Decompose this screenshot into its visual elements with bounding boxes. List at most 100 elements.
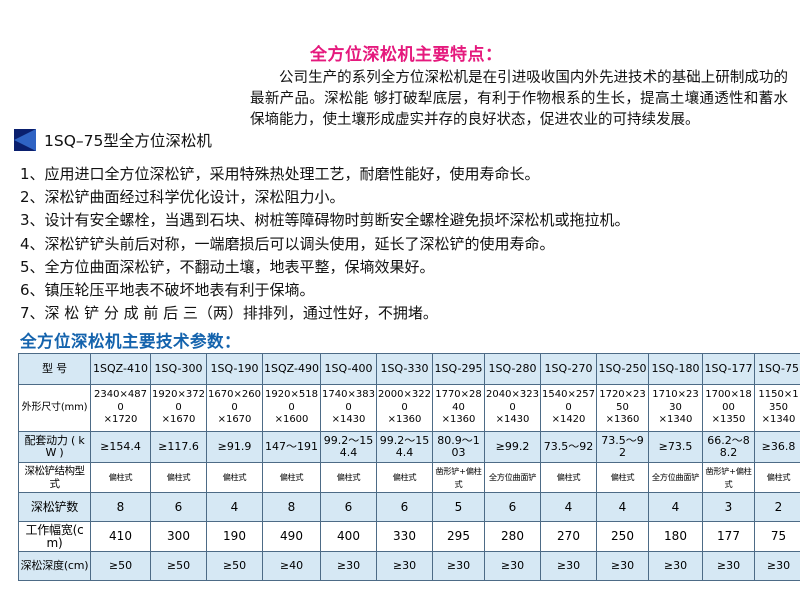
row-label-working-width: 工作幅宽(cm)	[18, 521, 91, 552]
table-row-structure: 深松铲结构型式 偏柱式 偏柱式 偏柱式 偏柱式 偏柱式 偏柱式 凿形铲+偏柱式 …	[18, 462, 800, 493]
table-cell: 1SQZ-490	[262, 353, 321, 385]
table-cell: ≥40	[262, 551, 321, 581]
table-cell: 410	[90, 521, 151, 552]
table-cell: ≥30	[376, 551, 433, 581]
table-cell: 180	[648, 521, 703, 552]
table-cell: 270	[540, 521, 597, 552]
table-cell: 1SQ-177	[702, 353, 755, 385]
feature-list: 1、应用进口全方位深松铲，采用特殊热处理工艺，耐磨性能好，使用寿命长。 2、深松…	[20, 163, 790, 325]
blue-triangle-logo-icon	[14, 129, 36, 151]
table-cell: 1SQ-300	[150, 353, 207, 385]
features-heading: 全方位深松机主要特点：	[310, 45, 503, 65]
table-cell: ≥30	[648, 551, 703, 581]
feature-item: 1、应用进口全方位深松铲，采用特殊热处理工艺，耐磨性能好，使用寿命长。	[20, 165, 540, 183]
table-cell: 2	[754, 492, 800, 522]
table-cell: ≥91.9	[206, 431, 263, 463]
table-cell: 2340×4870 ×1720	[90, 384, 151, 432]
table-cell: 80.9～103	[432, 431, 485, 463]
table-cell: 177	[702, 521, 755, 552]
table-cell: ≥73.5	[648, 431, 703, 463]
table-cell: 偏柱式	[540, 462, 597, 493]
table-cell: ≥30	[702, 551, 755, 581]
table-row-dimensions: 外形尺寸(mm) 2340×4870 ×1720 1920×3720 ×1670 1…	[18, 384, 800, 432]
feature-item: 7、深 松 铲 分 成 前 后 三（两）排排列，通过性好，不拥堵。	[20, 304, 438, 323]
table-cell: 1SQ-180	[648, 353, 703, 385]
table-cell: 偏柱式	[596, 462, 649, 493]
table-cell: ≥50	[90, 551, 151, 581]
table-cell: 1740×3830 ×1430	[320, 384, 377, 432]
table-cell: ≥30	[596, 551, 649, 581]
table-row-shovel-count: 深松铲数 8 6 4 8 6 6 5 6 4 4 4 3 2	[18, 492, 800, 522]
table-cell: ≥30	[754, 551, 800, 581]
table-cell: 3	[702, 492, 755, 522]
table-cell: 4	[540, 492, 597, 522]
table-cell: 300	[150, 521, 207, 552]
table-cell: 全方位曲面铲	[648, 462, 703, 493]
table-cell: ≥154.4	[90, 431, 151, 463]
table-row-power: 配套动力 ( kW ) ≥154.4 ≥117.6 ≥91.9 147～191 …	[18, 431, 800, 463]
table-cell: ≥30	[540, 551, 597, 581]
row-label-working-depth: 深松深度(cm)	[18, 551, 91, 581]
table-cell: 偏柱式	[90, 462, 151, 493]
table-cell: 1670×2600 ×1670	[206, 384, 263, 432]
feature-item: 6、镇压轮压平地表不破坏地表有利于保墒。	[20, 281, 315, 300]
specs-heading: 全方位深松机主要技术参数：	[20, 332, 241, 351]
table-cell: 1SQ-190	[206, 353, 263, 385]
table-cell: 凿形铲+偏柱式	[702, 462, 755, 493]
row-label-power: 配套动力 ( kW )	[18, 431, 91, 463]
feature-item: 3、设计有安全螺栓，当遇到石块、树桩等障碍物时剪断安全螺栓避免损坏深松机或拖拉机…	[20, 211, 630, 230]
table-cell: 偏柱式	[376, 462, 433, 493]
table-cell: 1SQ-330	[376, 353, 433, 385]
table-cell: 1700×1800 ×1350	[702, 384, 755, 432]
table-cell: 99.2～154.4	[320, 431, 377, 463]
table-cell: ≥50	[150, 551, 207, 581]
table-cell: 偏柱式	[262, 462, 321, 493]
table-cell: 147～191	[262, 431, 321, 463]
table-cell: 8	[90, 492, 151, 522]
table-cell: 330	[376, 521, 433, 552]
table-cell: 2000×3220 ×1360	[376, 384, 433, 432]
table-cell: 280	[484, 521, 541, 552]
table-cell: ≥30	[484, 551, 541, 581]
table-cell: 490	[262, 521, 321, 552]
table-cell: 1SQ-400	[320, 353, 377, 385]
table-cell: 8	[262, 492, 321, 522]
table-cell: 1SQ-75	[754, 353, 800, 385]
table-cell: 6	[150, 492, 207, 522]
row-label-model: 型 号	[18, 353, 91, 385]
table-cell: 1SQZ-410	[90, 353, 151, 385]
table-cell: 75	[754, 521, 800, 552]
table-cell: ≥30	[320, 551, 377, 581]
row-label-dimensions: 外形尺寸(mm)	[18, 384, 91, 432]
table-cell: 73.5～92	[596, 431, 649, 463]
table-cell: 1SQ-280	[484, 353, 541, 385]
spec-table-wrapper: 型 号 1SQZ-410 1SQ-300 1SQ-190 1SQZ-490 1S…	[18, 353, 800, 581]
table-cell: 6	[320, 492, 377, 522]
table-cell: 6	[376, 492, 433, 522]
table-row-working-depth: 深松深度(cm) ≥50 ≥50 ≥50 ≥40 ≥30 ≥30 ≥30 ≥30…	[18, 551, 800, 581]
table-cell: 1SQ-250	[596, 353, 649, 385]
table-cell: 4	[648, 492, 703, 522]
table-cell: 400	[320, 521, 377, 552]
feature-item: 4、深松铲铲头前后对称，一端磨损后可以调头使用，延长了深松铲的使用寿命。	[20, 234, 555, 253]
table-cell: 1770×2840 ×1360	[432, 384, 485, 432]
table-cell: 99.2～154.4	[376, 431, 433, 463]
table-cell: ≥36.8	[754, 431, 800, 463]
table-cell: 190	[206, 521, 263, 552]
table-cell: 66.2～88.2	[702, 431, 755, 463]
table-cell: 偏柱式	[320, 462, 377, 493]
table-row-model: 型 号 1SQZ-410 1SQ-300 1SQ-190 1SQZ-490 1S…	[18, 353, 800, 385]
table-cell: 偏柱式	[206, 462, 263, 493]
table-cell: 1150×1350 ×1340	[754, 384, 800, 432]
table-cell: 偏柱式	[150, 462, 207, 493]
table-cell: ≥99.2	[484, 431, 541, 463]
table-cell: 凿形铲+偏柱式	[432, 462, 485, 493]
table-cell: ≥30	[432, 551, 485, 581]
feature-item: 2、深松铲曲面经过科学优化设计，深松阻力小。	[20, 188, 345, 207]
feature-item: 5、全方位曲面深松铲，不翻动土壤，地表平整，保墒效果好。	[20, 257, 435, 276]
table-cell: 1920×5180 ×1600	[262, 384, 321, 432]
intro-paragraph: 公司生产的系列全方位深松机是在引进吸收国内外先进技术的基础上研制成功的最新产品。…	[250, 70, 788, 128]
table-cell: 250	[596, 521, 649, 552]
table-cell: 1720×2350 ×1360	[596, 384, 649, 432]
